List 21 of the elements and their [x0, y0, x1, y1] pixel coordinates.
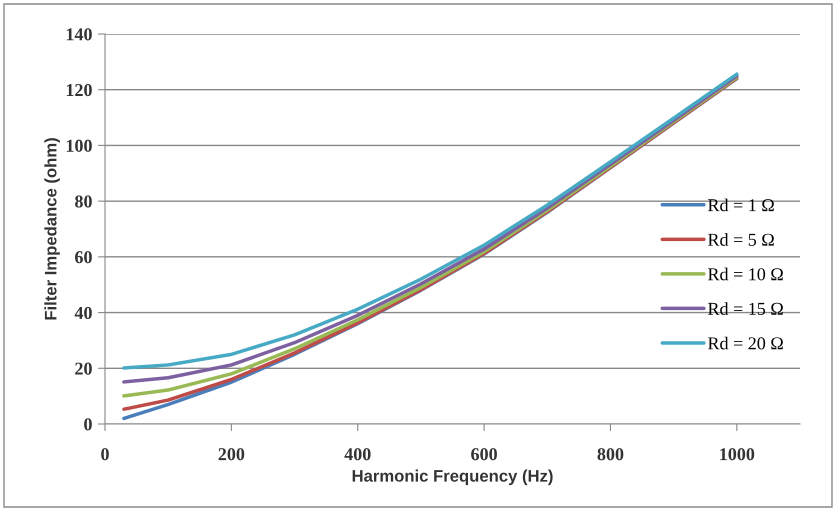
x-tick-label: 200	[218, 448, 244, 460]
x-tick-label: 1000	[720, 448, 754, 460]
x-tick-label: 0	[101, 448, 109, 460]
legend-label: Rd = 15 Ω	[708, 302, 783, 315]
y-tick-label: 20	[75, 362, 92, 375]
legend-label: Rd = 5 Ω	[708, 233, 774, 246]
y-tick-label: 60	[75, 251, 92, 264]
y-tick-label: 0	[84, 418, 92, 430]
legend-label: Rd = 10 Ω	[708, 268, 783, 280]
y-tick-label: 140	[66, 28, 92, 40]
y-tick-label: 120	[66, 84, 92, 96]
legend-label: Rd = 20 Ω	[708, 336, 783, 350]
y-axis-title: Filter Impedance (ohm)	[44, 138, 60, 320]
x-tick-label: 800	[598, 448, 624, 460]
y-tick-label: 80	[75, 195, 92, 208]
y-tick-label: 40	[74, 306, 92, 320]
x-tick-label: 400	[344, 448, 371, 460]
x-axis-title: Harmonic Frequency (Hz)	[352, 470, 553, 486]
legend-label: Rd = 1 Ω	[708, 198, 774, 212]
x-tick-label: 600	[471, 448, 497, 460]
y-tick-label: 100	[66, 140, 92, 152]
